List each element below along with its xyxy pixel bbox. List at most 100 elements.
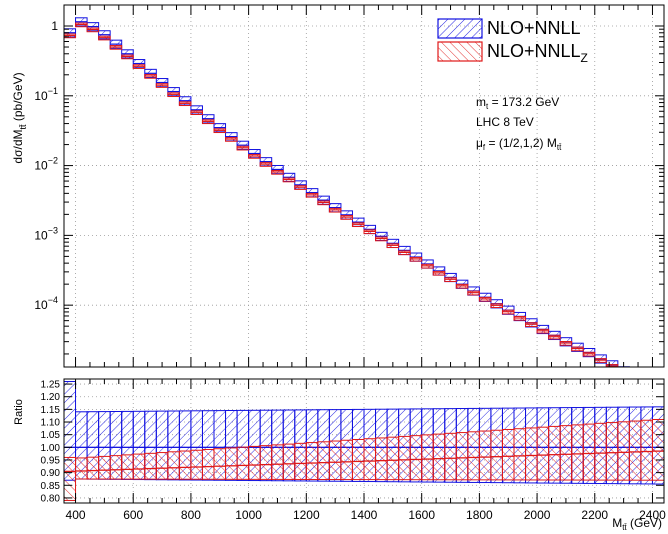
ratio-band-nnllz	[294, 442, 307, 480]
ratio-band-nnllz	[501, 428, 515, 481]
ratio-band-nnllz	[271, 444, 284, 480]
ratio-band-nnllz	[617, 421, 630, 481]
ratio-bands	[64, 381, 664, 501]
legend-swatch-nnllz	[437, 41, 483, 62]
ratio-band-nnllz	[444, 432, 457, 481]
x-tick-label: 1600	[408, 508, 435, 522]
ratio-band-nnllz	[421, 434, 434, 481]
x-tick-label: 1200	[293, 508, 320, 522]
ratio-band-nnllz	[340, 439, 353, 481]
annotation-mass: mt = 173.2 GeV	[476, 95, 559, 111]
main-band-nnllz	[641, 382, 653, 386]
ratio-band-nnllz	[594, 422, 607, 481]
ratio-band-nnllz	[490, 429, 503, 481]
x-axis-label: Mtt̄ (GeV)	[612, 516, 662, 532]
ratio-y-tick-label: 0.85	[41, 481, 61, 492]
ratio-band-nnllz	[398, 435, 411, 481]
ratio-band-nnllz	[190, 449, 203, 480]
ratio-band-nnllz	[409, 435, 423, 481]
x-tick-label: 1800	[466, 508, 493, 522]
ratio-band-nnllz	[386, 436, 400, 481]
ratio-band-nnllz	[167, 451, 180, 480]
ratio-band-nnllz	[559, 425, 573, 481]
legend-label-nnllz: NLO+NNLLZ	[487, 41, 588, 65]
ratio-band-nnllz	[98, 455, 111, 480]
ratio-panel: 0.800.85 0.90 0.951.00 1.051.10 1.15 1.201.25…	[13, 378, 666, 532]
main-panel: 1 10−1 10−2 10−3 10−4 dσ/dMtt̄ (pb/GeV) NLO+…	[11, 4, 665, 392]
ratio-band-nnllz	[432, 433, 446, 481]
ratio-band-nnllz	[328, 440, 342, 481]
ratio-band-nnllz	[513, 428, 527, 481]
main-y-axis-label: dσ/dMtt̄ (pb/GeV)	[11, 72, 28, 163]
x-tick-label: 400	[66, 508, 86, 522]
ratio-y-ticks: 0.800.85 0.90 0.951.00 1.051.10 1.15 1.201.25	[41, 380, 664, 504]
main-grid	[64, 5, 664, 367]
ratio-y-tick-label: 1.15	[41, 405, 61, 416]
x-tick-label: 2200	[581, 508, 608, 522]
main-y-tick-label: 10−3	[34, 225, 58, 242]
ratio-y-tick-label: 0.90	[41, 468, 61, 479]
ratio-band-nnllz	[317, 441, 330, 481]
ratio-band-nnllz	[536, 426, 550, 481]
ratio-band-nnllz	[121, 454, 134, 480]
x-tick-label: 2000	[524, 508, 551, 522]
ratio-band-nnllz	[548, 425, 561, 481]
ratio-band-nnllz	[478, 430, 492, 481]
main-y-tick-label: 10−1	[34, 86, 58, 103]
legend: NLO+NNLL NLO+NNLLZ	[437, 18, 588, 65]
x-tick-label: 600	[123, 508, 143, 522]
ratio-band-nnllz	[582, 423, 596, 481]
main-band-nnll	[652, 384, 664, 392]
ratio-y-tick-label: 1.10	[41, 418, 61, 429]
ratio-band-nnllz	[75, 457, 88, 480]
main-y-tick-label: 10−4	[34, 295, 58, 312]
x-tick-label: 2400	[639, 508, 666, 522]
ratio-band-nnllz	[605, 422, 619, 481]
ratio-band-nnllz	[351, 438, 365, 481]
main-bands	[64, 17, 664, 392]
legend-swatch-nnll	[437, 18, 483, 39]
ratio-band-nnllz	[109, 455, 123, 480]
ratio-band-nnllz	[363, 438, 377, 481]
main-x-ticks	[75, 5, 653, 367]
x-tick-label: 1400	[351, 508, 378, 522]
ratio-y-axis-label: Ratio	[13, 399, 25, 425]
ratio-band-nnllz	[86, 456, 100, 480]
annotations: mt = 173.2 GeV LHC 8 TeV μf = (1/2,1,2) …	[476, 95, 562, 152]
ratio-band-nnllz	[375, 437, 388, 481]
ratio-y-tick-label: 0.95	[41, 455, 61, 466]
ratio-band-nnllz	[651, 418, 664, 481]
ratio-band-nnllz	[259, 445, 273, 480]
ratio-y-tick-label: 1.00	[41, 443, 61, 454]
ratio-band-nnllz	[640, 419, 653, 481]
ratio-band-nnllz	[178, 450, 192, 480]
ratio-band-nnllz	[155, 452, 169, 480]
ratio-band-nnllz	[628, 420, 642, 481]
ratio-band-nnllz	[64, 456, 77, 501]
ratio-band-nnllz	[248, 445, 261, 480]
ratio-y-tick-label: 0.80	[41, 493, 61, 504]
ratio-band-nnllz	[305, 442, 319, 480]
x-tick-label: 800	[181, 508, 201, 522]
ratio-band-nnllz	[225, 447, 238, 480]
main-y-tick-label: 10−2	[34, 156, 58, 173]
ratio-y-tick-label: 1.25	[41, 380, 61, 391]
ratio-band-nnllz	[236, 446, 250, 480]
ratio-x-ticks: 400 600 800 1000 1200 1400 1600 1800 2000 2200 240…	[66, 379, 666, 522]
main-band-nnllz	[652, 387, 664, 391]
ratio-band-nnllz	[213, 448, 227, 480]
ratio-band-nnllz	[571, 424, 584, 481]
ratio-band-nnllz	[132, 453, 146, 480]
main-band-nnllz	[618, 371, 630, 375]
ratio-band-nnllz	[144, 452, 157, 480]
legend-label-nnll: NLO+NNLL	[487, 18, 581, 38]
x-tick-label: 1000	[235, 508, 262, 522]
ratio-band-nnllz	[525, 427, 538, 481]
main-y-ticks: 1 10−1 10−2 10−3 10−4	[34, 4, 664, 355]
ratio-band-nnllz	[201, 448, 215, 480]
ratio-y-tick-label: 1.05	[41, 430, 61, 441]
ratio-band-nnllz	[467, 431, 480, 481]
ratio-y-tick-label: 1.20	[41, 392, 61, 403]
ratio-band-nnllz	[282, 443, 296, 480]
